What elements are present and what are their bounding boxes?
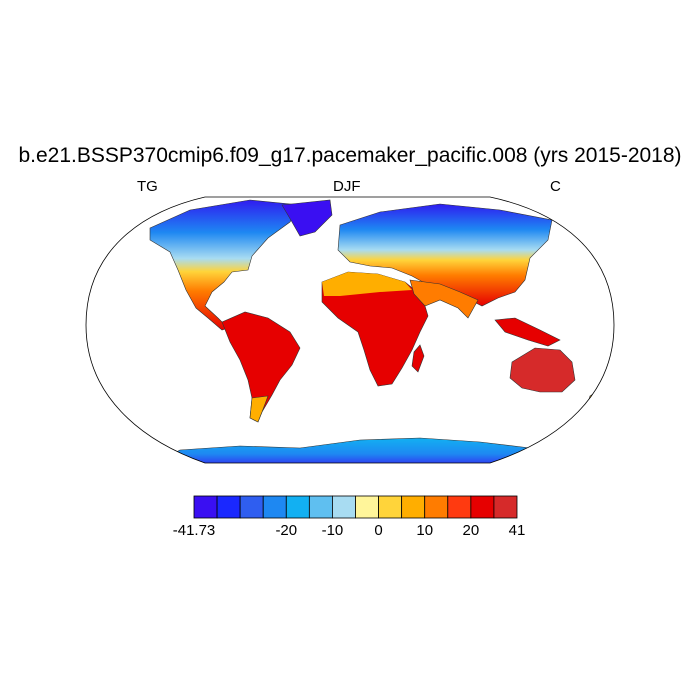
colorbar-tick-label: 20 xyxy=(462,522,480,539)
colorbar-box xyxy=(447,495,472,519)
colorbar-tick-label: 10 xyxy=(416,522,434,539)
antarctica-region xyxy=(164,437,541,463)
eurasia-region xyxy=(337,203,553,307)
south-asia-region xyxy=(409,279,479,319)
colorbar-tick-label: -41.73 xyxy=(172,522,216,539)
colorbar-box xyxy=(193,495,218,519)
units-label: C xyxy=(550,178,561,195)
globe-outline xyxy=(85,196,615,464)
variable-label: TG xyxy=(137,178,158,195)
greenland-region xyxy=(281,199,333,237)
colorbar-box xyxy=(493,495,518,519)
colorbar-box xyxy=(401,495,426,519)
africa-north-region xyxy=(322,272,412,296)
colorbar-box xyxy=(332,495,356,519)
colorbar-box xyxy=(308,495,333,519)
colorbar-box xyxy=(216,495,241,519)
colorbar-tick-label: -10 xyxy=(321,522,344,539)
south-america-region xyxy=(221,311,301,423)
colorbar-tick-label: 0 xyxy=(374,522,383,539)
colorbar-box xyxy=(239,495,264,519)
colorbar-box xyxy=(262,495,287,519)
colorbar-box xyxy=(470,495,495,519)
colorbar-tick-label: 41 xyxy=(508,522,526,539)
south-america-south-region xyxy=(249,395,269,423)
colorbar-box xyxy=(424,495,449,519)
australia-region xyxy=(509,347,576,393)
season-label: DJF xyxy=(333,178,361,195)
colorbar-box xyxy=(285,495,310,519)
maritime-continent-region xyxy=(494,317,561,347)
colorbar-box xyxy=(355,495,379,519)
colorbar-box xyxy=(378,495,403,519)
plot-title: b.e21.BSSP370cmip6.f09_g17.pacemaker_pac… xyxy=(18,144,682,167)
colorbar-tick-label: -20 xyxy=(275,522,298,539)
madagascar-region xyxy=(411,344,425,373)
